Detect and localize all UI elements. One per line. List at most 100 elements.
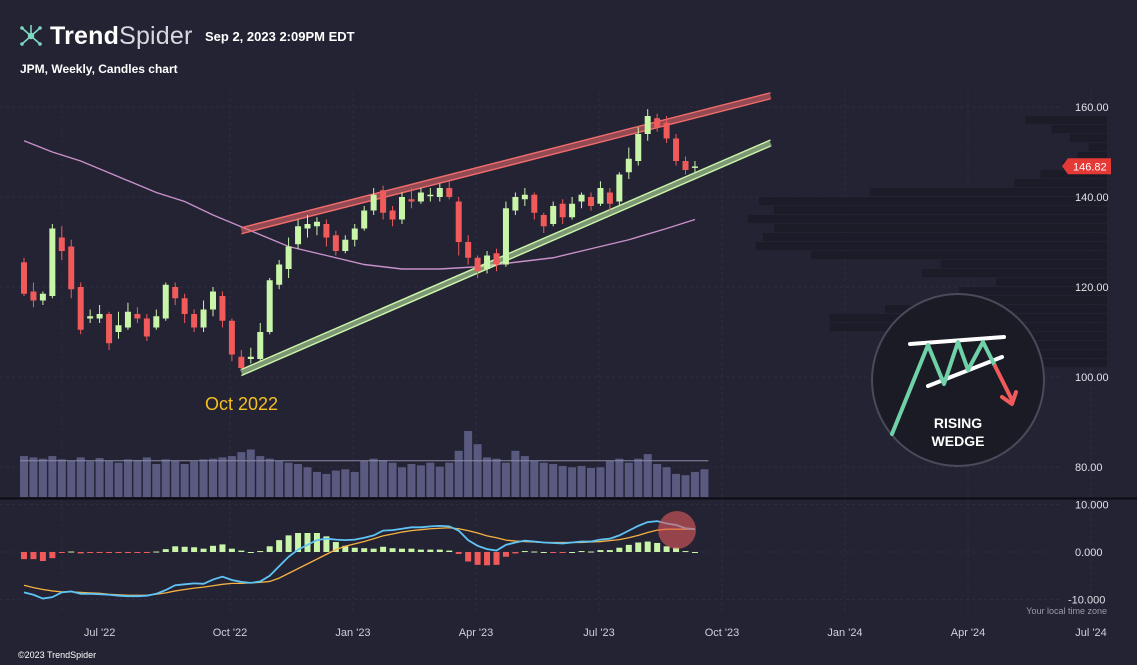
price-tick-label: 160.00 xyxy=(1075,102,1109,114)
volume-profile-bar xyxy=(774,224,1107,233)
macd-histogram-bar xyxy=(238,550,245,552)
crossover-highlight-circle xyxy=(658,511,696,549)
candle-down xyxy=(58,226,65,260)
date-tick-label: Jan '24 xyxy=(827,627,862,639)
candle-up xyxy=(635,127,642,166)
volume-bar xyxy=(303,467,312,497)
oscillator-tick-label: -10.000 xyxy=(1068,595,1105,607)
macd-histogram-bar xyxy=(143,552,150,553)
annotation-oct-2022: Oct 2022 xyxy=(205,394,278,414)
volume-bar xyxy=(76,457,85,497)
candles xyxy=(21,109,698,371)
candle-body xyxy=(399,197,405,220)
candle-body xyxy=(606,192,613,204)
volume-bar xyxy=(398,467,406,497)
candle-body xyxy=(143,318,150,337)
volume-bar xyxy=(379,460,388,497)
volume-bar xyxy=(539,462,548,497)
candle-body xyxy=(550,206,557,224)
candle-up xyxy=(153,309,160,330)
candle-up xyxy=(87,309,94,323)
brand-header: TrendSpider xyxy=(18,20,193,52)
candle-up xyxy=(257,323,264,362)
candle-body xyxy=(446,188,453,197)
candle-body xyxy=(408,199,415,202)
candle-down xyxy=(219,291,226,328)
macd-histogram-bar xyxy=(682,551,689,553)
candle-up xyxy=(691,161,698,173)
upper-wedge-line-edge-bottom xyxy=(241,98,771,235)
candle-body xyxy=(124,311,131,328)
volume-bar xyxy=(105,460,114,497)
candle-body xyxy=(569,203,576,218)
macd-histogram-bar xyxy=(68,551,75,553)
macd-histogram-bar xyxy=(295,533,302,552)
macd-histogram-bar xyxy=(77,552,84,554)
candle-up xyxy=(49,224,56,299)
candle-body xyxy=(465,242,472,258)
macd-histogram-bar xyxy=(219,544,226,552)
date-tick-label: Jul '24 xyxy=(1075,627,1106,639)
volume-bar xyxy=(331,470,340,497)
candle-body xyxy=(436,188,443,197)
candle-body xyxy=(484,255,491,269)
candle-down xyxy=(654,113,661,132)
volume-bar xyxy=(237,452,246,497)
volume-bar xyxy=(643,454,652,497)
macd-histogram-bar xyxy=(691,552,698,553)
volume-bar xyxy=(322,473,331,497)
candle-body xyxy=(342,239,349,251)
candle-body xyxy=(663,122,670,139)
macd-line xyxy=(23,520,696,600)
volume-bar xyxy=(123,459,132,497)
macd-histogram-bar xyxy=(21,552,27,560)
volume-bar xyxy=(520,456,529,497)
candle-up xyxy=(569,197,576,220)
copyright: ©2023 TrendSpider xyxy=(18,650,97,660)
trendspider-logo-icon xyxy=(20,25,42,46)
volume-bar xyxy=(558,465,567,497)
macd-histogram-bar xyxy=(276,540,283,552)
volume-bar xyxy=(246,449,255,497)
volume-bar xyxy=(218,457,227,497)
volume-bar xyxy=(426,462,435,497)
macd-histogram-bar xyxy=(266,546,273,552)
candle-body xyxy=(285,246,292,269)
candle-body xyxy=(87,316,94,319)
candle-body xyxy=(247,356,254,359)
candle-down xyxy=(323,219,330,247)
macd-histogram-bar xyxy=(550,552,557,553)
macd-histogram-bar xyxy=(181,546,188,552)
candle-up xyxy=(484,251,491,274)
macd-histogram-bar xyxy=(625,544,632,552)
volume-profile-bar xyxy=(1025,116,1107,125)
volume-profile-bar xyxy=(774,206,1107,215)
candle-body xyxy=(257,332,264,359)
candle-body xyxy=(389,210,396,220)
volume-bar xyxy=(265,458,274,497)
candle-down xyxy=(68,239,75,299)
last-price-tag: 146.82 xyxy=(1062,158,1111,175)
candle-body xyxy=(644,116,651,134)
timezone-note: Your local time zone xyxy=(1026,606,1107,616)
date-tick-label: Jul '23 xyxy=(583,627,614,639)
volume-bar xyxy=(690,471,699,497)
volume-bar xyxy=(38,458,47,497)
volume-profile-bar xyxy=(996,359,1107,368)
volume-profile-bar xyxy=(811,251,1107,260)
volume-bar xyxy=(95,458,104,497)
candle-down xyxy=(228,318,235,362)
macd-histogram-bar xyxy=(521,551,528,553)
macd-histogram-bar xyxy=(351,547,358,552)
candle-body xyxy=(654,118,661,128)
candle-body xyxy=(474,257,481,272)
macd-histogram-bar xyxy=(389,548,396,552)
candle-body xyxy=(323,224,330,238)
macd-histogram-bar xyxy=(153,551,160,553)
candle-down xyxy=(191,309,198,332)
candle-down xyxy=(21,257,27,296)
volume-bar xyxy=(454,450,463,497)
macd-histogram-bar xyxy=(106,552,113,553)
candle-down xyxy=(181,293,188,323)
